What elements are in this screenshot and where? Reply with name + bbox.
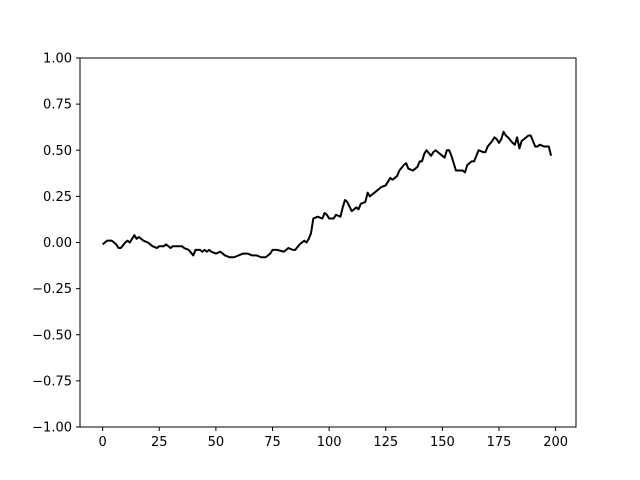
x-tick-label: 50 xyxy=(208,435,225,450)
x-tick-label: 200 xyxy=(543,435,568,450)
y-tick-label: −0.50 xyxy=(32,328,72,343)
y-tick-label: −0.25 xyxy=(32,282,72,297)
x-tick-label: 100 xyxy=(317,435,342,450)
x-tick-label: 125 xyxy=(373,435,398,450)
x-tick-label: 150 xyxy=(430,435,455,450)
y-axis: −1.00 −0.75 −0.50 −0.25 0.00 0.25 0.50 0.75 1.00 xyxy=(32,52,80,436)
x-tick-label: 75 xyxy=(264,435,281,450)
y-tick-label: 0.75 xyxy=(43,98,72,113)
x-tick-label: 175 xyxy=(487,435,512,450)
y-tick-label: 0.25 xyxy=(43,190,72,205)
y-tick-label: 1.00 xyxy=(43,52,72,67)
x-tick-label: 0 xyxy=(99,435,107,450)
axes-frame xyxy=(79,57,577,428)
y-tick-label: 0.00 xyxy=(43,236,72,251)
x-tick-label: 25 xyxy=(151,435,168,450)
y-tick-label: −0.75 xyxy=(32,374,72,389)
plot-area xyxy=(102,130,553,259)
series-line-0 xyxy=(102,130,553,259)
x-axis: 0 25 50 75 100 125 150 175 200 xyxy=(99,427,568,450)
y-tick-label: −1.00 xyxy=(32,421,72,436)
y-tick-label: 0.50 xyxy=(43,144,72,159)
